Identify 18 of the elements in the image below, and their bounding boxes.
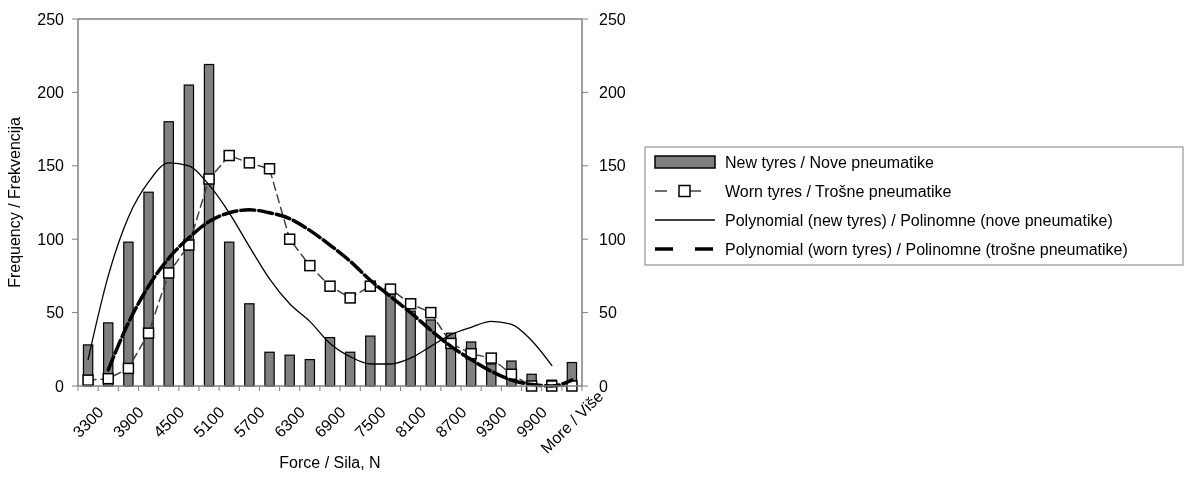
- y-tick-label: 250: [37, 10, 65, 28]
- y2-tick-label: 50: [599, 304, 617, 322]
- legend-label: Polynomial (new tyres) / Polinomne (nove pneumatike): [725, 211, 1113, 229]
- y2-tick-label: 0: [599, 377, 608, 395]
- y-tick-label: 100: [37, 230, 65, 248]
- y2-tick-label: 150: [599, 157, 626, 175]
- y2-tick-label: 100: [599, 230, 626, 248]
- y2-tick-label: 200: [599, 84, 626, 101]
- legend-label: New tyres / Nove pneumatike: [725, 153, 935, 171]
- legend-label: Worn tyres / Trošne pneumatike: [725, 182, 952, 200]
- x-axis-title: Force / Sila, N: [279, 454, 381, 471]
- y-tick-label: 50: [46, 304, 65, 322]
- y2-tick-label: 250: [599, 10, 626, 28]
- y-tick-label: 150: [37, 157, 65, 175]
- y-tick-label: 0: [55, 377, 65, 395]
- y-axis-title: Frequency / Frekvencija: [6, 117, 23, 288]
- legend-label: Polynomial (worn tyres) / Polinomne (trošne pneumatike): [725, 240, 1128, 258]
- y-tick-label: 200: [37, 84, 65, 101]
